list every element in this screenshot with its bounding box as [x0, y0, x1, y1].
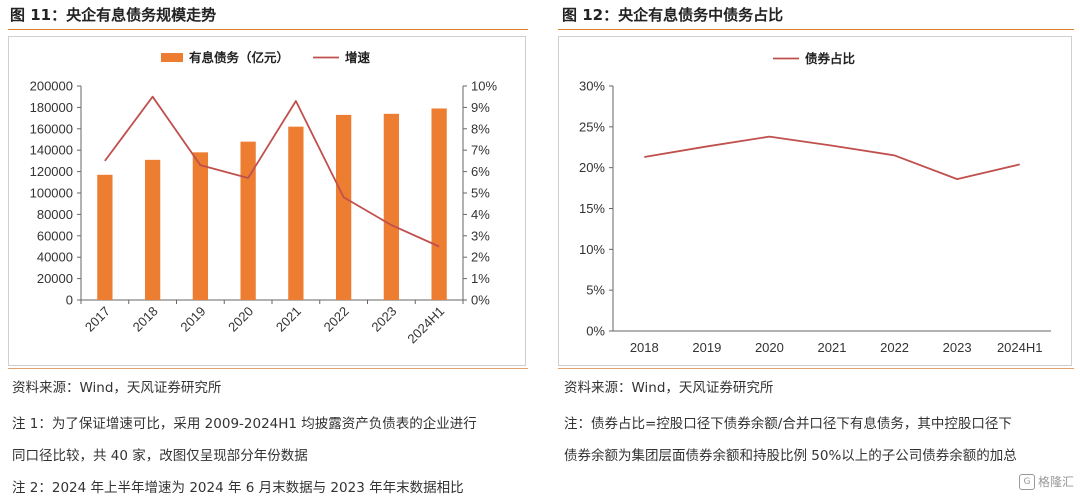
- right-chart-frame: 债券占比 0% 5% 10% 15% 20% 25% 30% 2018 2019 2020 2021 2…: [558, 36, 1072, 366]
- right-note-2: 债券余额为集团层面债券余额和持股比例 50%以上的子公司债券余额的加总: [564, 448, 1017, 464]
- right-y-tick-label: 0%: [471, 293, 490, 308]
- right-y-tick-label: 7%: [471, 143, 490, 158]
- x-tick-label: 2021: [818, 340, 847, 355]
- right-note-1: 注：债券占比=控股口径下债券余额/合并口径下有息债务，其中控股口径下: [564, 416, 1012, 432]
- left-source-rule: [8, 368, 528, 369]
- x-tick-label: 2023: [368, 304, 399, 335]
- left-y-tick-label: 200000: [30, 79, 73, 94]
- right-y-tick-label: 9%: [471, 100, 490, 115]
- left-y-tick-label: 180000: [30, 100, 73, 115]
- right-y-tick-label: 8%: [471, 121, 490, 136]
- right-y-tick-label: 1%: [471, 271, 490, 286]
- left-chart-title: 图 11：央企有息债务规模走势: [10, 6, 217, 24]
- right-y-tick-label: 3%: [471, 228, 490, 243]
- left-note-2: 同口径比较，共 40 家，改图仅呈现部分年份数据: [12, 448, 308, 464]
- x-tick-label: 2018: [630, 340, 659, 355]
- legend-line-label: 债券占比: [805, 51, 856, 66]
- right-chart: 债券占比 0% 5% 10% 15% 20% 25% 30% 2018 2019 2020 2021 2…: [579, 51, 1051, 355]
- x-tick-label: 2020: [755, 340, 784, 355]
- x-tick-label: 2017: [82, 304, 113, 335]
- right-y-tick-label: 10%: [471, 79, 497, 94]
- bar-2024H1: [431, 108, 447, 300]
- left-chart-frame: 有息债务（亿元） 增速 0 20000 40000 60000 80000 100000 120…: [8, 36, 526, 366]
- watermark-logo-icon: G: [1018, 473, 1035, 490]
- right-y-tick-label: 4%: [471, 207, 490, 222]
- left-y-tick-label: 140000: [30, 143, 73, 158]
- y-tick-label: 0%: [586, 324, 605, 339]
- left-y-tick-label: 120000: [30, 164, 73, 179]
- bar-2023: [383, 113, 400, 300]
- bar-2022: [335, 114, 352, 300]
- legend-line-label: 增速: [345, 50, 371, 65]
- legend-bar-label: 有息债务（亿元）: [189, 50, 289, 65]
- left-y-tick-label: 80000: [37, 207, 73, 222]
- growth-line: [104, 95, 440, 248]
- bar-2019: [192, 152, 209, 300]
- y-tick-label: 5%: [586, 283, 605, 298]
- right-y-tick-label: 5%: [471, 186, 490, 201]
- left-chart: 有息债务（亿元） 增速 0 20000 40000 60000 80000 100000 120…: [30, 50, 498, 347]
- left-note-1: 注 1：为了保证增速可比，采用 2009-2024H1 均披露资产负债表的企业进…: [12, 416, 477, 432]
- left-source: 资料来源：Wind，天风证券研究所: [12, 380, 222, 396]
- bar-2020: [240, 141, 256, 300]
- y-tick-label: 20%: [579, 160, 605, 175]
- left-y-tick-label: 40000: [37, 250, 73, 265]
- y-tick-label: 25%: [579, 119, 605, 134]
- x-tick-label: 2024H1: [404, 304, 447, 347]
- x-tick-label: 2023: [943, 340, 972, 355]
- left-y-tick-label: 0: [66, 293, 73, 308]
- x-tick-label: 2024H1: [997, 340, 1043, 355]
- y-tick-label: 15%: [579, 201, 605, 216]
- x-tick-label: 2022: [880, 340, 909, 355]
- right-y-tick-label: 6%: [471, 164, 490, 179]
- x-tick-label: 2018: [130, 304, 161, 335]
- left-y-tick-label: 160000: [30, 121, 73, 136]
- bar-2021: [288, 126, 304, 300]
- left-y-tick-label: 20000: [37, 271, 73, 286]
- bond-share-line: [644, 135, 1020, 181]
- y-tick-label: 30%: [579, 79, 605, 94]
- right-chart-title: 图 12：央企有息债务中债务占比: [562, 6, 784, 24]
- x-tick-label: 2019: [177, 304, 208, 335]
- legend-bar-swatch: [161, 53, 183, 62]
- y-tick-label: 10%: [579, 242, 605, 257]
- x-tick-label: 2022: [321, 304, 352, 335]
- bar-2017: [97, 174, 113, 300]
- left-note-3: 注 2：2024 年上半年增速为 2024 年 6 月末数据与 2023 年年末…: [12, 480, 464, 496]
- right-title-rule: [558, 29, 1074, 30]
- x-tick-label: 2020: [225, 304, 256, 335]
- watermark-text: 格隆汇: [1037, 475, 1074, 489]
- right-source-rule: [558, 368, 1074, 369]
- x-tick-label: 2019: [692, 340, 721, 355]
- bar-2018: [144, 159, 161, 300]
- watermark: G 格隆汇: [1018, 473, 1074, 490]
- right-y-tick-label: 2%: [471, 250, 490, 265]
- left-y-tick-label: 60000: [37, 228, 73, 243]
- left-title-rule: [8, 29, 528, 30]
- left-y-tick-label: 100000: [30, 186, 73, 201]
- x-tick-label: 2021: [273, 304, 304, 335]
- right-source: 资料来源：Wind，天风证券研究所: [564, 380, 774, 396]
